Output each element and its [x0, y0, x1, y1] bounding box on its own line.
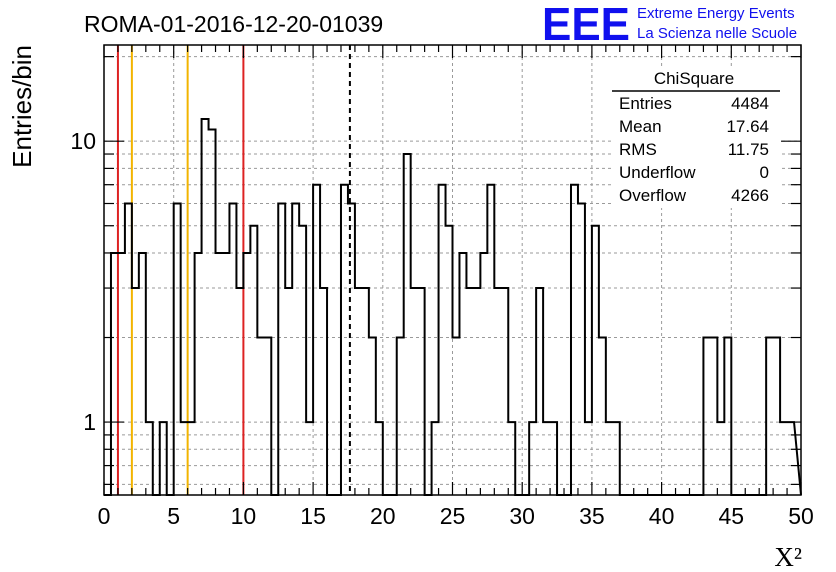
- y-tick-label: 1: [83, 409, 96, 435]
- stats-row-mean: Mean 17.64: [619, 117, 769, 136]
- axis-tick-labels: 0 5 10 15 20 25 30 35 40 45 50 1 10: [70, 128, 813, 529]
- x-axis-label: X²: [774, 542, 802, 572]
- stats-value: 4484: [731, 94, 769, 113]
- x-tick-label: 25: [440, 503, 466, 529]
- stats-label: Entries: [619, 94, 672, 113]
- stats-label: Overflow: [619, 186, 687, 205]
- x-tick-label: 45: [719, 503, 745, 529]
- x-tick-label: 40: [649, 503, 675, 529]
- logo-line-1: Extreme Energy Events: [637, 5, 795, 22]
- logo-line-2: La Scienza nelle Scuole: [637, 25, 797, 42]
- x-tick-label: 20: [370, 503, 396, 529]
- x-tick-label: 10: [231, 503, 257, 529]
- x-tick-label: 15: [300, 503, 326, 529]
- axis-ticks: [103, 45, 802, 495]
- x-tick-label: 30: [509, 503, 535, 529]
- stats-row-entries: Entries 4484: [619, 94, 769, 113]
- x-tick-label: 0: [98, 503, 111, 529]
- y-tick-label: 10: [70, 128, 96, 154]
- x-tick-label: 5: [167, 503, 180, 529]
- stats-value: 0: [760, 163, 769, 182]
- stats-label: Mean: [619, 117, 662, 136]
- stats-row-rms: RMS 11.75: [619, 140, 769, 159]
- stats-label: Underflow: [619, 163, 696, 182]
- stats-value: 4266: [731, 186, 769, 205]
- y-axis-label: Entries/bin: [7, 45, 37, 168]
- eee-logo: EEE: [542, 0, 630, 50]
- stats-row-underflow: Underflow 0: [619, 163, 769, 182]
- stats-title: ChiSquare: [654, 69, 734, 88]
- stats-label: RMS: [619, 140, 657, 159]
- x-tick-label: 50: [788, 503, 814, 529]
- stats-value: 11.75: [728, 140, 769, 159]
- stats-row-overflow: Overflow 4266: [619, 186, 769, 205]
- stats-value: 17.64: [726, 117, 769, 136]
- run-title: ROMA-01-2016-12-20-01039: [84, 11, 383, 37]
- x-tick-label: 35: [579, 503, 605, 529]
